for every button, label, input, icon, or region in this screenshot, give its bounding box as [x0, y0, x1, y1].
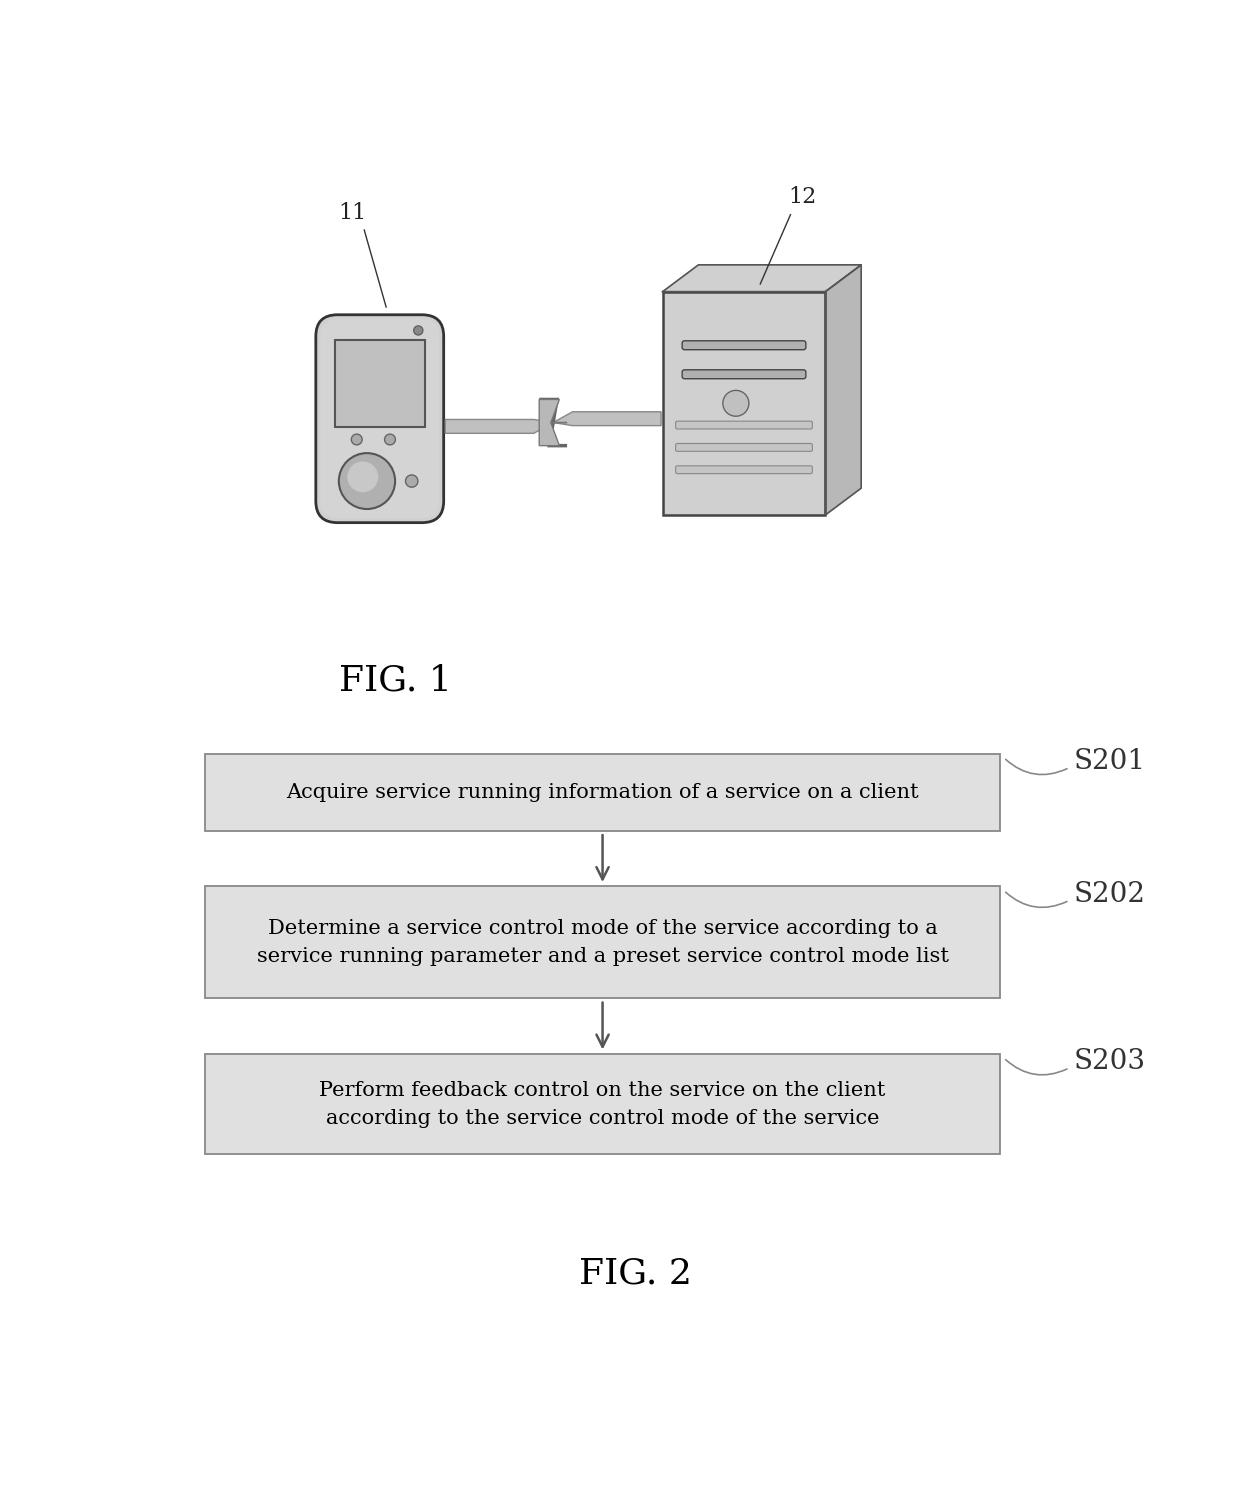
Circle shape [414, 326, 423, 334]
Text: Determine a service control mode of the service according to a
service running p: Determine a service control mode of the … [257, 920, 949, 966]
Text: S202: S202 [1074, 880, 1146, 908]
FancyBboxPatch shape [206, 753, 999, 831]
Text: Perform feedback control on the service on the client
according to the service c: Perform feedback control on the service … [320, 1080, 885, 1128]
FancyBboxPatch shape [335, 339, 424, 427]
Text: 11: 11 [339, 202, 367, 223]
Circle shape [405, 476, 418, 488]
FancyBboxPatch shape [676, 422, 812, 429]
Text: Acquire service running information of a service on a client: Acquire service running information of a… [286, 783, 919, 801]
FancyBboxPatch shape [676, 444, 812, 452]
Circle shape [339, 453, 396, 509]
Circle shape [351, 433, 362, 445]
FancyBboxPatch shape [662, 291, 826, 514]
FancyBboxPatch shape [682, 340, 806, 350]
FancyBboxPatch shape [316, 315, 444, 522]
FancyBboxPatch shape [676, 466, 812, 474]
Polygon shape [445, 413, 661, 434]
Polygon shape [539, 399, 567, 445]
FancyBboxPatch shape [320, 320, 439, 518]
FancyBboxPatch shape [206, 886, 999, 998]
Text: S203: S203 [1074, 1048, 1146, 1076]
Polygon shape [826, 266, 861, 514]
FancyBboxPatch shape [682, 370, 806, 378]
Circle shape [347, 462, 378, 492]
Text: FIG. 1: FIG. 1 [339, 663, 451, 698]
Text: FIG. 2: FIG. 2 [579, 1257, 692, 1290]
Text: S201: S201 [1074, 748, 1146, 776]
Circle shape [384, 433, 396, 445]
Text: 12: 12 [787, 186, 816, 209]
FancyBboxPatch shape [206, 1054, 999, 1154]
Polygon shape [662, 266, 861, 291]
Circle shape [723, 390, 749, 416]
